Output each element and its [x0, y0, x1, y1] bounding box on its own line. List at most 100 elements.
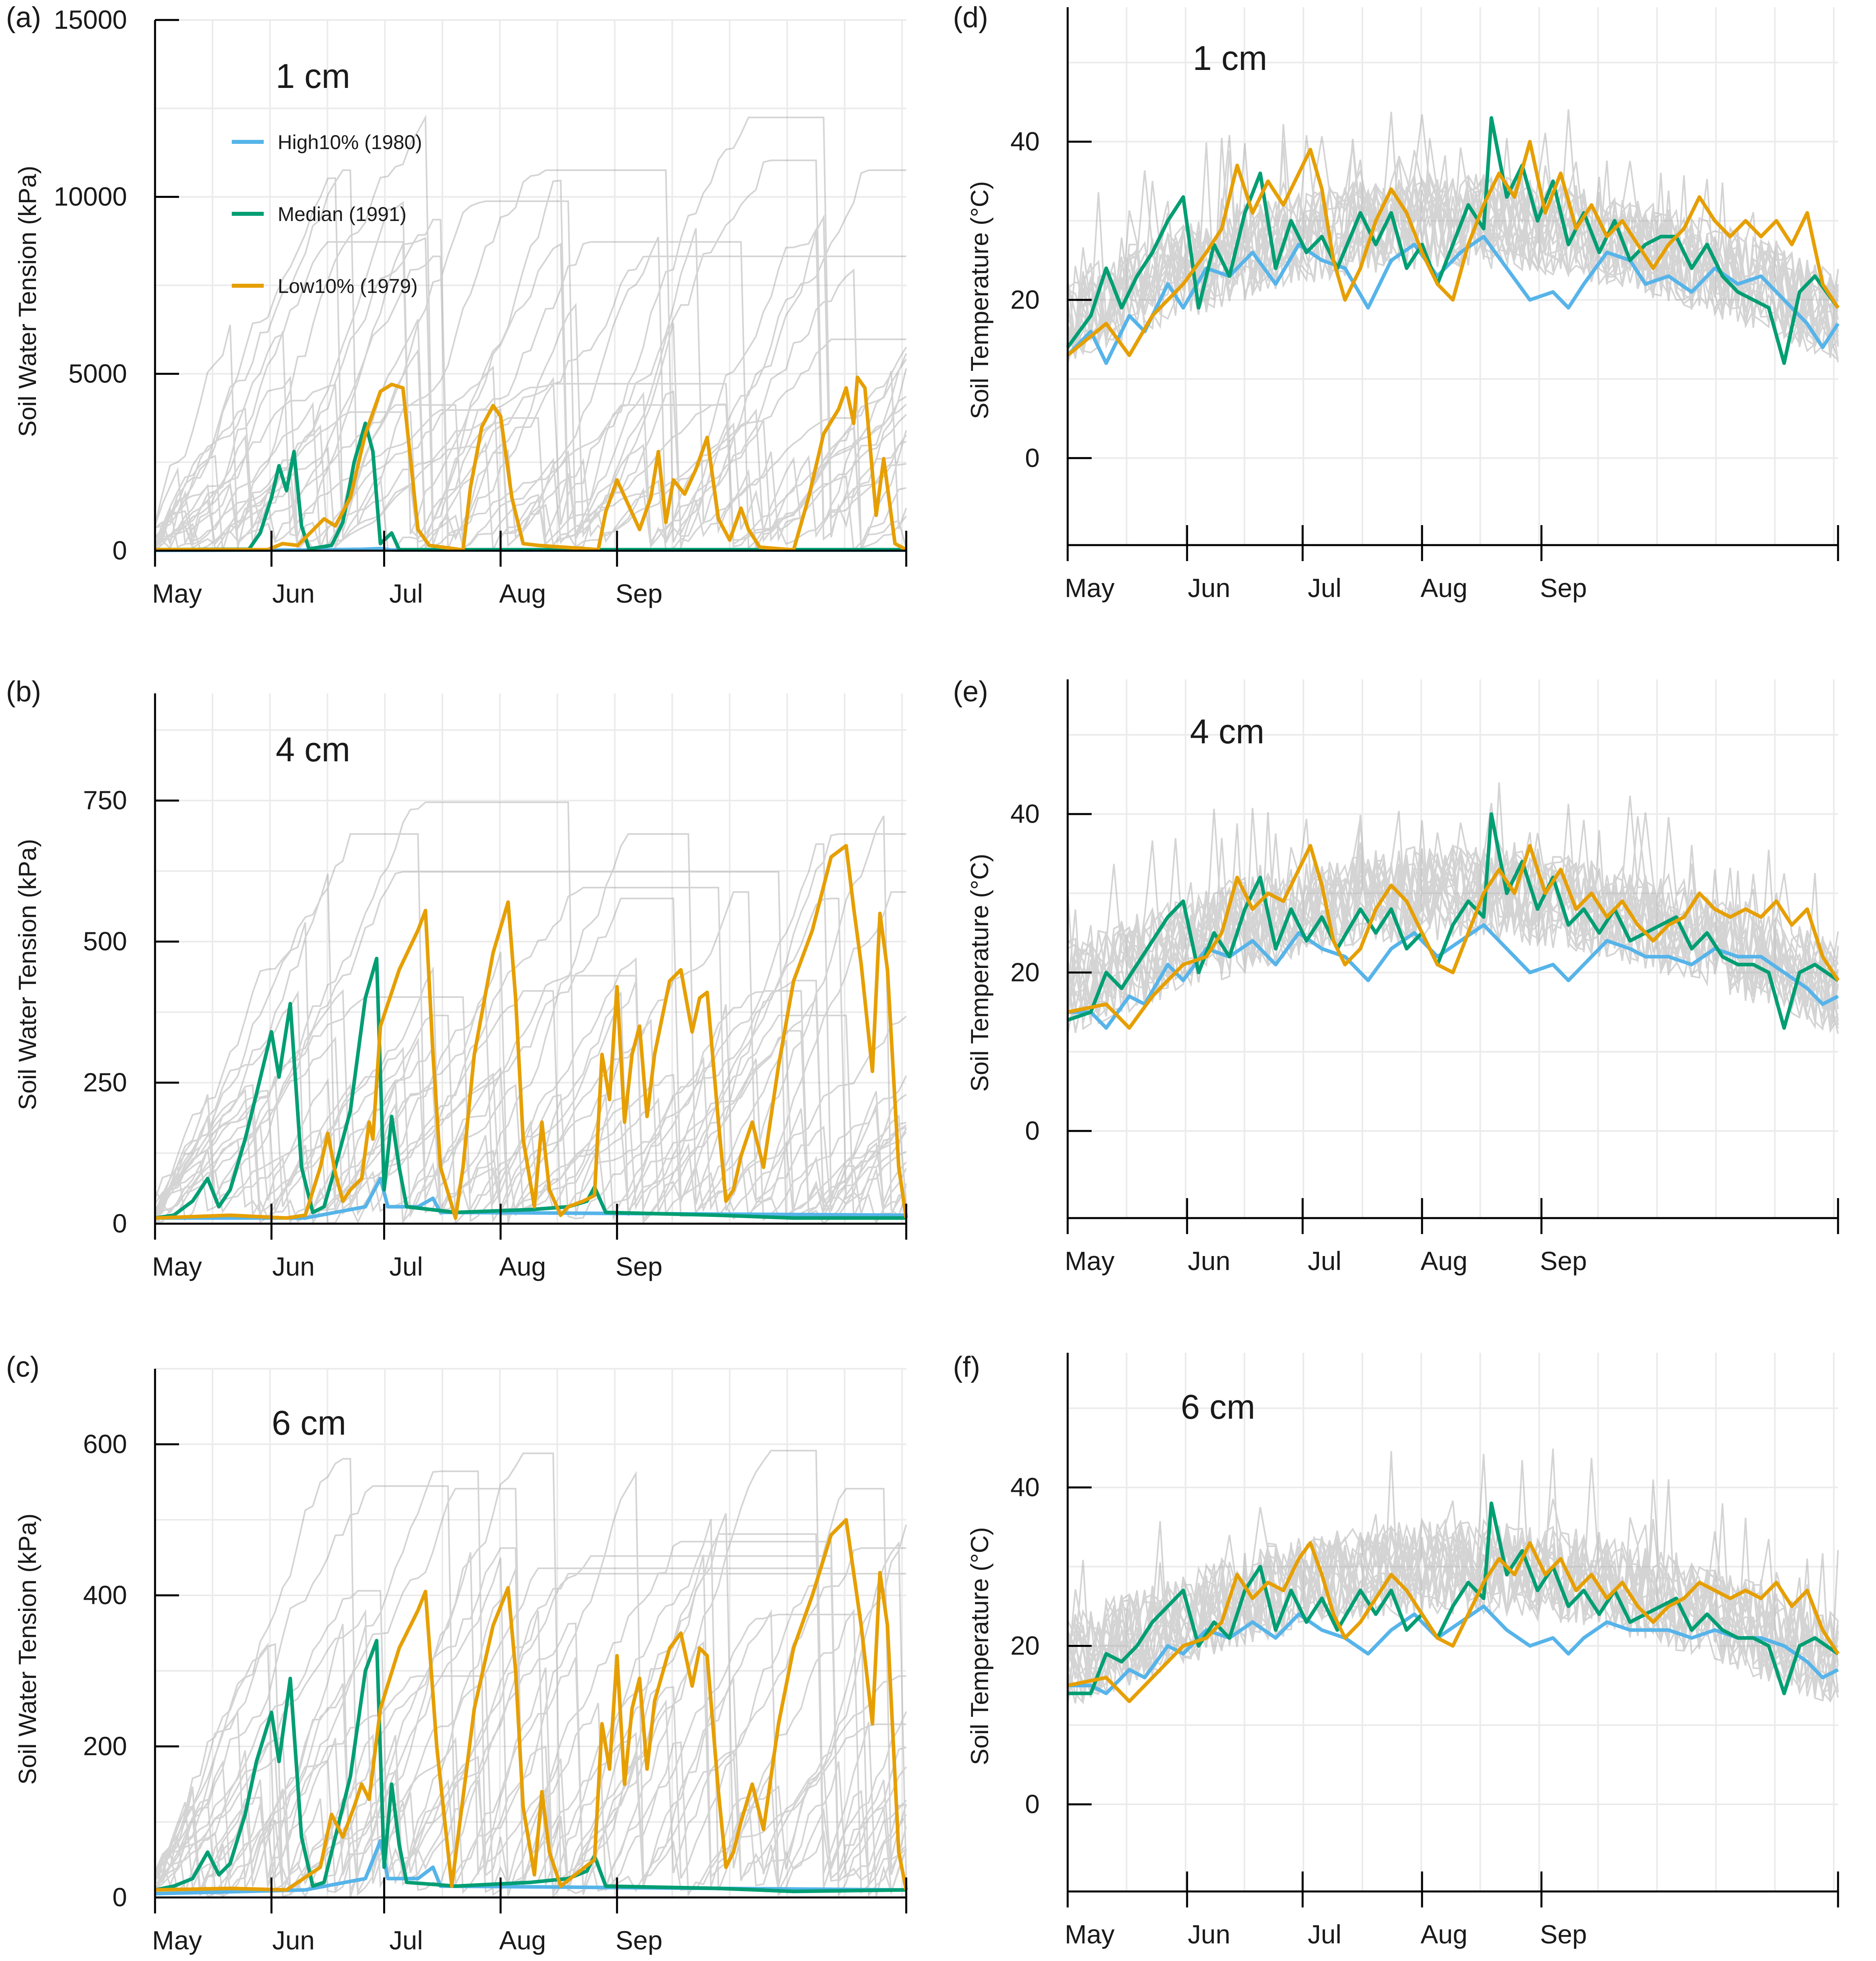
y-tick-label: 20: [1011, 285, 1040, 314]
x-tick-label: Sep: [1540, 1919, 1587, 1949]
y-axis-title: Soil Temperature (°C): [966, 854, 994, 1092]
other-year-line: [154, 408, 907, 549]
x-tick-label: May: [1065, 1246, 1115, 1276]
x-tick-label: Aug: [1420, 1246, 1467, 1276]
axes: 0 250 500 750 May Jun Jul Aug Sep: [83, 693, 907, 1281]
other-year-line: [154, 114, 907, 549]
series-line-low10: [1066, 140, 1840, 357]
x-tick-label: Aug: [1420, 573, 1467, 603]
x-tick-label: Jul: [1308, 1246, 1341, 1276]
other-year-line: [154, 887, 907, 1226]
depth-label: 6 cm: [272, 1404, 346, 1442]
series-line-median: [155, 1638, 907, 1893]
axes: 0 20 40 May Jun Jul Aug Sep: [1011, 679, 1839, 1276]
panel-d: 0 20 40 May Jun Jul Aug Sep Soil Temperature (°C…: [953, 2, 1840, 603]
other-year-line: [155, 411, 907, 552]
axes: 0 20 40 May Jun Jul Aug Sep: [1011, 1353, 1839, 1949]
other-year-line: [1067, 1521, 1839, 1697]
other-year-line: [154, 1015, 907, 1225]
other-year-line: [154, 981, 907, 1223]
other-year-line: [155, 1458, 907, 1896]
other-year-line: [154, 980, 907, 1221]
y-tick-label: 20: [1011, 1631, 1040, 1660]
x-tick-label: Jul: [1308, 573, 1341, 603]
axes: 0 5000 10000 15000 May Jun Jul Aug Sep: [54, 5, 907, 608]
other-year-line: [155, 358, 907, 551]
panel-f: 0 20 40 May Jun Jul Aug Sep Soil Temperature (°C…: [953, 1351, 1840, 1949]
other-year-line: [155, 201, 907, 551]
other-year-line: [1067, 842, 1839, 1018]
other-year-line: [1067, 1519, 1839, 1694]
x-tick-label: Sep: [615, 1252, 662, 1281]
x-tick-label: May: [152, 1252, 202, 1281]
other-years-lines: [154, 1449, 907, 1899]
other-year-line: [1067, 817, 1839, 1031]
other-year-line: [154, 1533, 907, 1897]
legend-label: Median (1991): [278, 203, 406, 225]
depth-label: 6 cm: [1181, 1388, 1255, 1426]
other-year-line: [154, 169, 906, 548]
y-tick-label: 0: [1025, 1116, 1040, 1145]
y-tick-label: 15000: [54, 5, 127, 34]
y-tick-label: 750: [83, 785, 127, 815]
y-tick-label: 600: [83, 1429, 127, 1459]
other-year-line: [1067, 175, 1839, 345]
y-axis-title: Soil Water Tension (kPa): [14, 839, 42, 1110]
other-year-line: [1067, 1514, 1839, 1702]
series-line-median: [1066, 116, 1840, 365]
other-year-line: [154, 177, 907, 551]
other-year-line: [154, 843, 907, 1223]
other-year-line: [1067, 822, 1839, 1027]
y-tick-label: 40: [1011, 1472, 1040, 1502]
series-line-low10: [155, 1518, 908, 1892]
depth-label: 4 cm: [276, 731, 350, 769]
legend-label: Low10% (1979): [278, 275, 418, 297]
grid: [1067, 1353, 1838, 1891]
x-tick-label: Jul: [1308, 1919, 1341, 1949]
other-year-line: [1067, 1500, 1839, 1706]
y-axis-title: Soil Water Tension (kPa): [14, 1513, 42, 1785]
other-year-line: [1067, 1479, 1839, 1698]
other-year-line: [155, 1555, 907, 1893]
x-tick-label: Jun: [1188, 573, 1230, 603]
series-line-high10: [155, 1839, 907, 1896]
y-axis-title: Soil Temperature (°C): [966, 1527, 994, 1765]
x-tick-label: Jun: [272, 1925, 314, 1955]
other-year-line: [1067, 1458, 1839, 1698]
other-year-line: [1067, 137, 1839, 350]
y-tick-label: 10000: [54, 182, 127, 211]
x-tick-label: Jul: [389, 579, 423, 608]
series-line-low10: [155, 375, 907, 552]
axes: 0 200 400 600 May Jun Jul Aug Sep: [83, 1369, 907, 1955]
other-year-line: [154, 1573, 906, 1896]
other-year-line: [154, 383, 907, 553]
other-year-line: [1067, 848, 1839, 1009]
x-tick-label: Jun: [1188, 1919, 1230, 1949]
other-year-line: [154, 1030, 907, 1217]
other-year-line: [1067, 136, 1839, 354]
x-tick-label: May: [152, 579, 202, 608]
y-tick-label: 0: [1025, 1789, 1040, 1819]
y-tick-label: 40: [1011, 799, 1040, 828]
y-tick-label: 200: [83, 1731, 127, 1761]
other-year-line: [1067, 1527, 1839, 1698]
other-year-line: [154, 1567, 907, 1898]
x-tick-label: May: [1065, 573, 1115, 603]
other-year-line: [154, 801, 907, 1217]
x-tick-label: Jun: [1188, 1246, 1230, 1276]
series-line-high10: [1068, 1604, 1839, 1695]
x-tick-label: Sep: [615, 579, 662, 608]
other-year-line: [154, 255, 906, 549]
x-tick-label: Aug: [499, 1925, 546, 1955]
y-tick-label: 40: [1011, 127, 1040, 156]
other-year-line: [154, 338, 906, 550]
other-year-line: [1067, 838, 1839, 1019]
x-tick-label: Sep: [1540, 573, 1587, 603]
x-tick-label: May: [1065, 1919, 1115, 1949]
series-line-high10: [1068, 923, 1839, 1030]
y-tick-label: 400: [83, 1580, 127, 1610]
other-year-line: [154, 417, 907, 551]
other-year-line: [1067, 139, 1839, 344]
panel-b: 0 250 500 750 May Jun Jul Aug Sep Soil Water Tens…: [6, 676, 908, 1281]
